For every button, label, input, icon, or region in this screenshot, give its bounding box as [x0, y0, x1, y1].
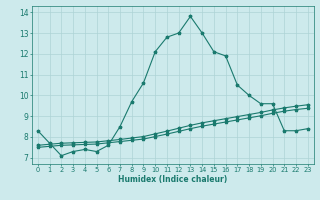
X-axis label: Humidex (Indice chaleur): Humidex (Indice chaleur) [118, 175, 228, 184]
